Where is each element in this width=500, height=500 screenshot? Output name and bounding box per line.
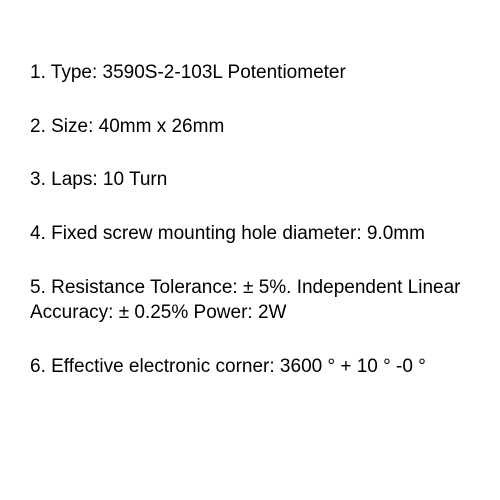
spec-item-type: 1. Type: 3590S-2-103L Potentiometer	[30, 60, 470, 86]
spec-item-mounting: 4. Fixed screw mounting hole diameter: 9…	[30, 221, 470, 247]
spec-item-laps: 3. Laps: 10 Turn	[30, 167, 470, 193]
spec-list: 1. Type: 3590S-2-103L Potentiometer 2. S…	[30, 60, 470, 379]
spec-item-tolerance: 5. Resistance Tolerance: ± 5%. Independe…	[30, 275, 470, 326]
spec-item-size: 2. Size: 40mm x 26mm	[30, 114, 470, 140]
spec-item-corner: 6. Effective electronic corner: 3600 ° +…	[30, 354, 470, 380]
